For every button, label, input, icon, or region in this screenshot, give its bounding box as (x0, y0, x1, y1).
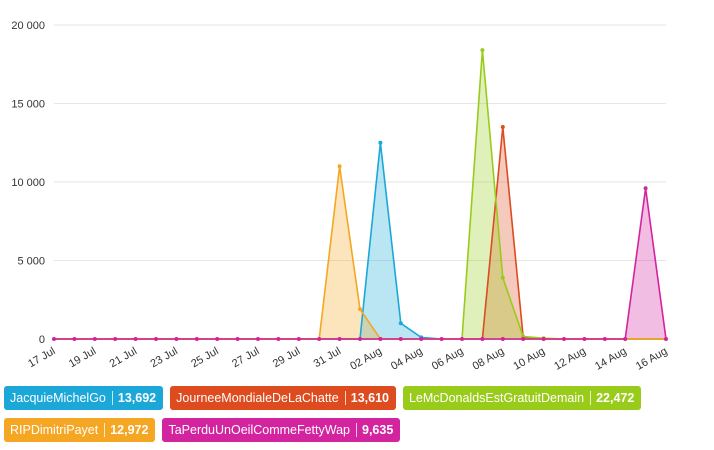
legend-separator (104, 423, 106, 437)
data-point (256, 337, 260, 341)
legend-item[interactable]: RIPDimitriPayet 12,972 (4, 418, 156, 442)
x-tick-label: 12 Aug (552, 345, 588, 373)
data-point (92, 337, 97, 341)
data-point (562, 337, 566, 341)
y-tick-label: 0 (39, 334, 45, 346)
data-point (378, 140, 383, 145)
data-point (337, 337, 342, 341)
legend-item-name: JacquieMichelGo (10, 391, 106, 405)
data-point (174, 337, 179, 341)
legend-item-total: 22,472 (596, 391, 635, 405)
x-tick-label: 10 Aug (511, 345, 547, 373)
data-point (235, 337, 240, 341)
series-lines (54, 50, 667, 340)
data-point (72, 337, 77, 341)
x-tick-label: 14 Aug (593, 345, 629, 373)
legend-separator (111, 391, 113, 405)
data-point (337, 164, 342, 169)
y-tick-label: 15 000 (11, 99, 45, 111)
x-tick-label: 16 Aug (634, 345, 670, 373)
x-tick-label: 04 Aug (389, 345, 425, 373)
legend-item[interactable]: JacquieMichelGo 13,692 (4, 386, 164, 410)
data-point (113, 337, 118, 341)
legend-item[interactable]: LeMcDonaldsEstGratuitDemain 22,472 (402, 386, 642, 410)
data-point (52, 337, 56, 341)
data-point (541, 337, 546, 341)
x-tick-label: 08 Aug (471, 345, 507, 373)
data-point (358, 337, 362, 341)
legend-separator (344, 391, 346, 405)
legend-row: RIPDimitriPayet 12,972 TaPerduUnOeilCommeF… (4, 418, 704, 442)
legend-separator (590, 391, 592, 405)
data-point (358, 307, 362, 312)
data-point (133, 337, 138, 341)
data-point (500, 125, 505, 130)
legend-item-total: 12,972 (110, 423, 149, 437)
legend-item-name: TaPerduUnOeilCommeFettyWap (168, 423, 350, 437)
legend-item-total: 9,635 (362, 423, 394, 437)
data-point (602, 337, 607, 341)
data-point (521, 337, 526, 341)
data-point (582, 337, 587, 341)
series-line-LeMcDonaldsEstGratuitDemain (54, 50, 666, 340)
x-tick-label: 19 Jul (67, 345, 98, 370)
y-tick-label: 10 000 (11, 177, 45, 189)
x-tick-label: 21 Jul (108, 345, 139, 370)
legend-item[interactable]: TaPerduUnOeilCommeFettyWap 9,635 (162, 418, 401, 442)
series-area-LeMcDonaldsEstGratuitDemain (54, 50, 666, 339)
data-point (500, 275, 505, 280)
y-tick-labels: 0 5 000 10 000 15 000 20 000 (11, 20, 45, 346)
data-point (276, 337, 281, 341)
data-point (398, 321, 403, 326)
legend: JacquieMichelGo 13,692 JourneeMondialeDeLa… (4, 386, 704, 450)
data-point (664, 337, 668, 341)
x-tick-label: 31 Jul (312, 345, 343, 370)
data-point (480, 337, 485, 341)
series-areas (54, 50, 666, 339)
data-point (439, 337, 444, 341)
legend-item-name: LeMcDonaldsEstGratuitDemain (408, 391, 585, 405)
legend-item[interactable]: JourneeMondialeDeLaChatte 13,610 (170, 386, 396, 410)
data-point (460, 337, 464, 341)
legend-item-total: 13,610 (350, 391, 389, 405)
data-point (419, 337, 424, 341)
data-point (643, 186, 648, 191)
data-point (623, 337, 628, 341)
y-tick-label: 5 000 (17, 256, 45, 268)
data-point (296, 337, 301, 341)
data-point (194, 337, 199, 341)
x-tick-label: 25 Jul (189, 345, 220, 370)
series-area-RIPDimitriPayet (54, 166, 666, 339)
y-gridlines (54, 24, 666, 340)
x-tick-labels: 17 Jul 19 Jul 21 Jul 23 Jul 25 Jul 27 Jul 29 J… (26, 345, 669, 373)
chart: 0 5 000 10 000 15 000 20 000 17 Jul 19 Jul 21 … (11, 20, 669, 373)
x-tick-label: 06 Aug (430, 345, 466, 373)
data-point (500, 337, 505, 341)
data-point (215, 337, 220, 341)
legend-row: JacquieMichelGo 13,692 JourneeMondialeDeLa… (4, 386, 704, 410)
x-tick-label: 27 Jul (230, 345, 261, 370)
data-point (154, 337, 158, 341)
x-tick-label: 23 Jul (148, 345, 179, 370)
legend-separator (356, 423, 357, 437)
series-area-JourneeMondialeDeLaChatte (54, 127, 666, 339)
x-tick-label: 17 Jul (26, 345, 57, 370)
x-tick-label: 29 Jul (271, 345, 302, 370)
y-tick-label: 20 000 (11, 20, 45, 32)
legend-item-name: JourneeMondialeDeLaChatte (176, 391, 339, 405)
data-point (398, 337, 403, 341)
series-points (52, 48, 668, 341)
x-tick-label: 02 Aug (348, 345, 384, 373)
data-point (378, 337, 383, 341)
data-point (317, 337, 322, 341)
legend-item-name: RIPDimitriPayet (10, 423, 99, 437)
legend-item-total: 13,692 (117, 391, 157, 405)
data-point (480, 48, 485, 53)
